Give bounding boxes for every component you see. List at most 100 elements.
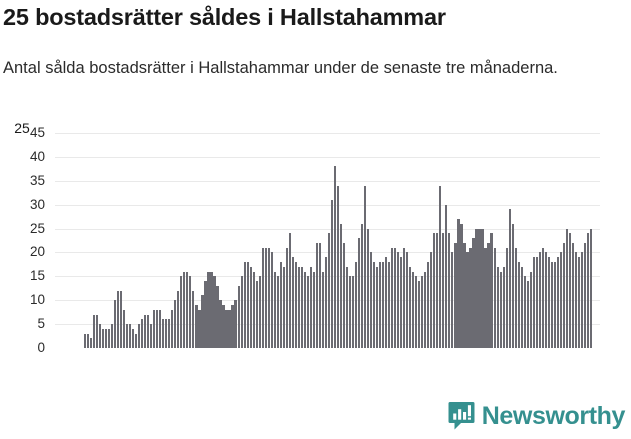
bar — [553, 262, 556, 348]
bar — [574, 252, 577, 348]
bar — [261, 247, 264, 348]
bar — [126, 324, 129, 348]
bar — [228, 309, 231, 348]
bar — [147, 314, 150, 348]
bar — [132, 328, 135, 348]
bar — [415, 276, 418, 348]
bar — [312, 271, 315, 348]
bar — [532, 257, 535, 348]
bar — [342, 242, 346, 348]
bar — [138, 324, 141, 348]
bar — [162, 319, 165, 348]
bar — [336, 185, 340, 348]
bar — [496, 266, 499, 348]
bar — [330, 199, 334, 348]
bar — [273, 271, 276, 348]
bar — [418, 281, 421, 348]
bar — [198, 309, 201, 348]
bar — [547, 257, 550, 348]
bar — [303, 271, 306, 348]
bar — [433, 233, 436, 348]
bar — [586, 233, 590, 348]
bar — [436, 233, 439, 348]
bar — [430, 252, 433, 348]
bar — [89, 338, 93, 348]
bar — [484, 247, 487, 348]
y-axis-tick-label: 15 — [29, 268, 45, 284]
bar — [192, 290, 195, 348]
bar — [258, 276, 261, 348]
bar — [279, 262, 282, 348]
page-title: 25 bostadsrätter såldes i Hallstahammar — [3, 4, 446, 30]
bar — [333, 166, 337, 348]
gridline — [55, 133, 600, 134]
bar — [153, 309, 156, 348]
bar — [171, 309, 174, 348]
bar — [114, 300, 117, 348]
bar — [255, 281, 258, 348]
bar — [327, 233, 331, 348]
y-axis-tick-label: 30 — [29, 196, 45, 212]
bar — [288, 233, 291, 348]
bar — [439, 185, 442, 348]
bar — [150, 324, 153, 348]
bar — [282, 266, 285, 348]
bar — [129, 324, 132, 348]
bar — [427, 262, 430, 348]
bar — [394, 247, 397, 348]
bar — [511, 223, 514, 348]
bar — [234, 300, 237, 348]
bar — [108, 328, 111, 348]
bar — [412, 271, 415, 348]
bar — [520, 266, 523, 348]
bar — [478, 228, 481, 348]
gridline — [55, 205, 600, 206]
bar — [321, 271, 324, 348]
gridline — [55, 157, 600, 158]
gridline — [55, 229, 600, 230]
bar — [231, 305, 234, 348]
bar — [370, 252, 373, 348]
bar — [397, 252, 400, 348]
bar — [309, 266, 312, 348]
bar — [297, 266, 300, 348]
bar — [165, 319, 168, 348]
bar — [159, 309, 162, 348]
bar — [101, 328, 105, 348]
gridline — [55, 181, 600, 182]
bar — [318, 242, 321, 348]
bar — [571, 242, 574, 348]
bar — [385, 257, 388, 348]
bar — [541, 247, 544, 348]
bar — [264, 247, 267, 348]
bar — [463, 242, 466, 348]
bar — [195, 305, 198, 348]
bar — [487, 242, 490, 348]
bar — [448, 233, 451, 348]
bar — [529, 271, 532, 348]
bar — [556, 257, 559, 348]
gridline — [55, 252, 600, 253]
bar — [373, 262, 376, 348]
bar — [267, 247, 270, 348]
bar — [123, 309, 126, 348]
bar — [183, 271, 186, 348]
bar — [156, 309, 159, 348]
y-axis-tick-label: 35 — [29, 172, 45, 188]
bar — [568, 233, 571, 348]
bar — [523, 276, 526, 348]
bar — [460, 223, 463, 348]
bar — [379, 262, 382, 348]
bar — [216, 285, 219, 348]
bar — [135, 333, 138, 348]
bar — [562, 242, 565, 348]
newsworthy-logo[interactable]: Newsworthy — [448, 401, 625, 431]
bar — [364, 185, 367, 348]
bar — [83, 333, 87, 348]
bar — [120, 290, 123, 348]
bar — [249, 266, 252, 348]
bar — [354, 262, 358, 348]
bar — [285, 247, 288, 348]
bar — [424, 271, 427, 348]
bar — [246, 262, 249, 348]
